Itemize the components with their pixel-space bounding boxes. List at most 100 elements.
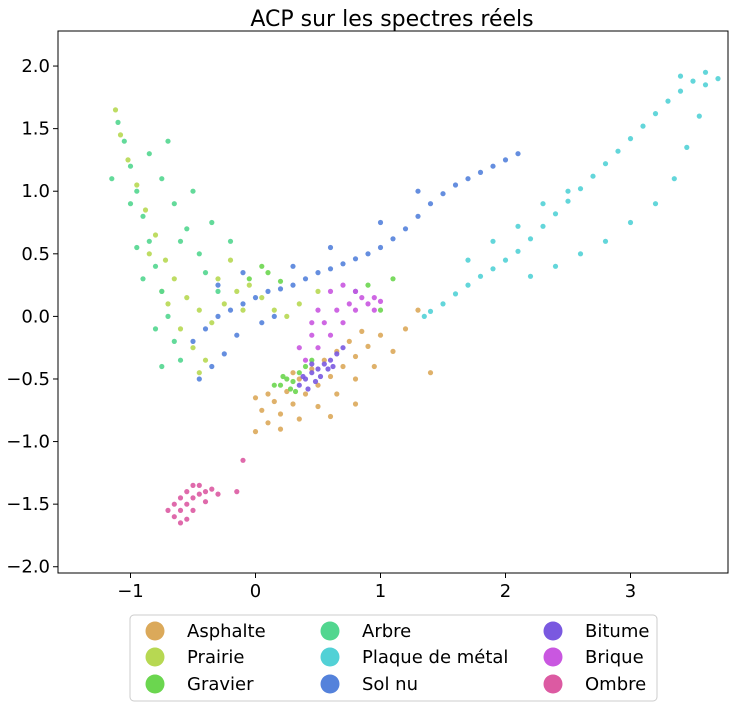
data-point bbox=[190, 345, 196, 351]
data-point bbox=[177, 507, 184, 513]
data-point bbox=[252, 295, 259, 301]
data-point bbox=[671, 176, 677, 182]
data-point bbox=[465, 282, 471, 288]
series-0 bbox=[252, 307, 434, 435]
data-point bbox=[152, 326, 159, 332]
data-point bbox=[327, 244, 334, 251]
data-point bbox=[427, 370, 434, 376]
data-point bbox=[184, 501, 190, 507]
data-point bbox=[277, 278, 284, 284]
data-point bbox=[121, 138, 127, 144]
data-point bbox=[215, 276, 221, 282]
data-point bbox=[177, 326, 184, 332]
data-point bbox=[334, 351, 340, 357]
data-point bbox=[215, 313, 221, 319]
data-point bbox=[202, 270, 209, 276]
data-point bbox=[190, 495, 196, 501]
data-point bbox=[171, 276, 177, 282]
data-point bbox=[296, 382, 302, 388]
data-point bbox=[196, 307, 202, 313]
series-3 bbox=[109, 119, 234, 370]
data-point bbox=[327, 413, 334, 420]
data-point bbox=[415, 213, 421, 219]
data-point bbox=[371, 307, 377, 313]
data-point bbox=[300, 373, 306, 380]
data-point bbox=[165, 138, 171, 144]
data-point bbox=[177, 495, 184, 501]
series-8 bbox=[165, 457, 246, 526]
legend-label: Prairie bbox=[187, 647, 244, 668]
series-4 bbox=[421, 69, 721, 319]
data-point bbox=[321, 320, 327, 326]
y-tick-label: −1.0 bbox=[6, 432, 50, 453]
data-point bbox=[259, 295, 265, 301]
data-point bbox=[146, 151, 152, 157]
data-point bbox=[315, 307, 321, 313]
data-point bbox=[346, 301, 352, 307]
data-point bbox=[252, 395, 259, 401]
data-point bbox=[215, 282, 221, 288]
data-point bbox=[390, 236, 396, 242]
data-point bbox=[227, 238, 234, 244]
data-point bbox=[390, 348, 396, 354]
plot-frame bbox=[57, 30, 729, 574]
data-point bbox=[640, 123, 646, 129]
data-point bbox=[515, 223, 521, 229]
chart-title: ACP sur les spectres réels bbox=[250, 7, 533, 32]
data-point bbox=[196, 491, 202, 497]
data-point bbox=[627, 136, 634, 142]
data-point bbox=[515, 151, 521, 157]
data-point bbox=[159, 363, 165, 370]
series-5 bbox=[190, 151, 521, 382]
legend-label: Bitume bbox=[585, 621, 649, 642]
data-point bbox=[246, 276, 252, 282]
data-point bbox=[352, 376, 359, 382]
data-point bbox=[202, 499, 209, 505]
data-point bbox=[127, 201, 134, 207]
legend-marker bbox=[145, 674, 165, 694]
data-point bbox=[309, 320, 315, 326]
data-point bbox=[602, 238, 609, 244]
data-point bbox=[402, 226, 409, 232]
data-point bbox=[290, 282, 296, 288]
data-point bbox=[715, 76, 721, 82]
data-point bbox=[684, 144, 690, 150]
y-tick-label: 0.5 bbox=[21, 244, 50, 265]
data-point bbox=[202, 489, 209, 495]
data-point bbox=[162, 257, 169, 263]
data-point bbox=[377, 332, 384, 338]
data-point bbox=[171, 201, 177, 207]
data-point bbox=[190, 188, 196, 194]
data-point bbox=[377, 307, 384, 313]
data-point bbox=[184, 226, 190, 232]
data-point bbox=[330, 363, 336, 370]
data-point bbox=[421, 313, 427, 319]
data-point bbox=[277, 426, 284, 432]
data-point bbox=[346, 338, 352, 344]
data-point bbox=[234, 332, 240, 338]
data-point bbox=[302, 357, 309, 363]
data-point bbox=[287, 386, 294, 392]
data-point bbox=[377, 219, 384, 226]
data-point bbox=[277, 286, 284, 292]
data-point bbox=[146, 238, 152, 244]
data-point bbox=[327, 332, 334, 338]
x-tick-label: 3 bbox=[625, 581, 636, 602]
data-point bbox=[325, 366, 331, 372]
y-tick-label: 0.0 bbox=[21, 306, 50, 327]
data-point bbox=[390, 276, 396, 282]
data-point bbox=[302, 276, 309, 282]
data-point bbox=[196, 370, 202, 376]
data-point bbox=[377, 244, 384, 251]
data-point bbox=[134, 182, 140, 188]
data-point bbox=[309, 357, 315, 363]
x-tick-label: 0 bbox=[250, 581, 261, 602]
data-point bbox=[146, 251, 152, 257]
data-point bbox=[296, 301, 302, 307]
data-point bbox=[365, 343, 371, 349]
data-point bbox=[277, 382, 284, 388]
data-point bbox=[365, 301, 371, 307]
data-point bbox=[334, 391, 340, 397]
legend-label: Plaque de métal bbox=[362, 647, 508, 668]
